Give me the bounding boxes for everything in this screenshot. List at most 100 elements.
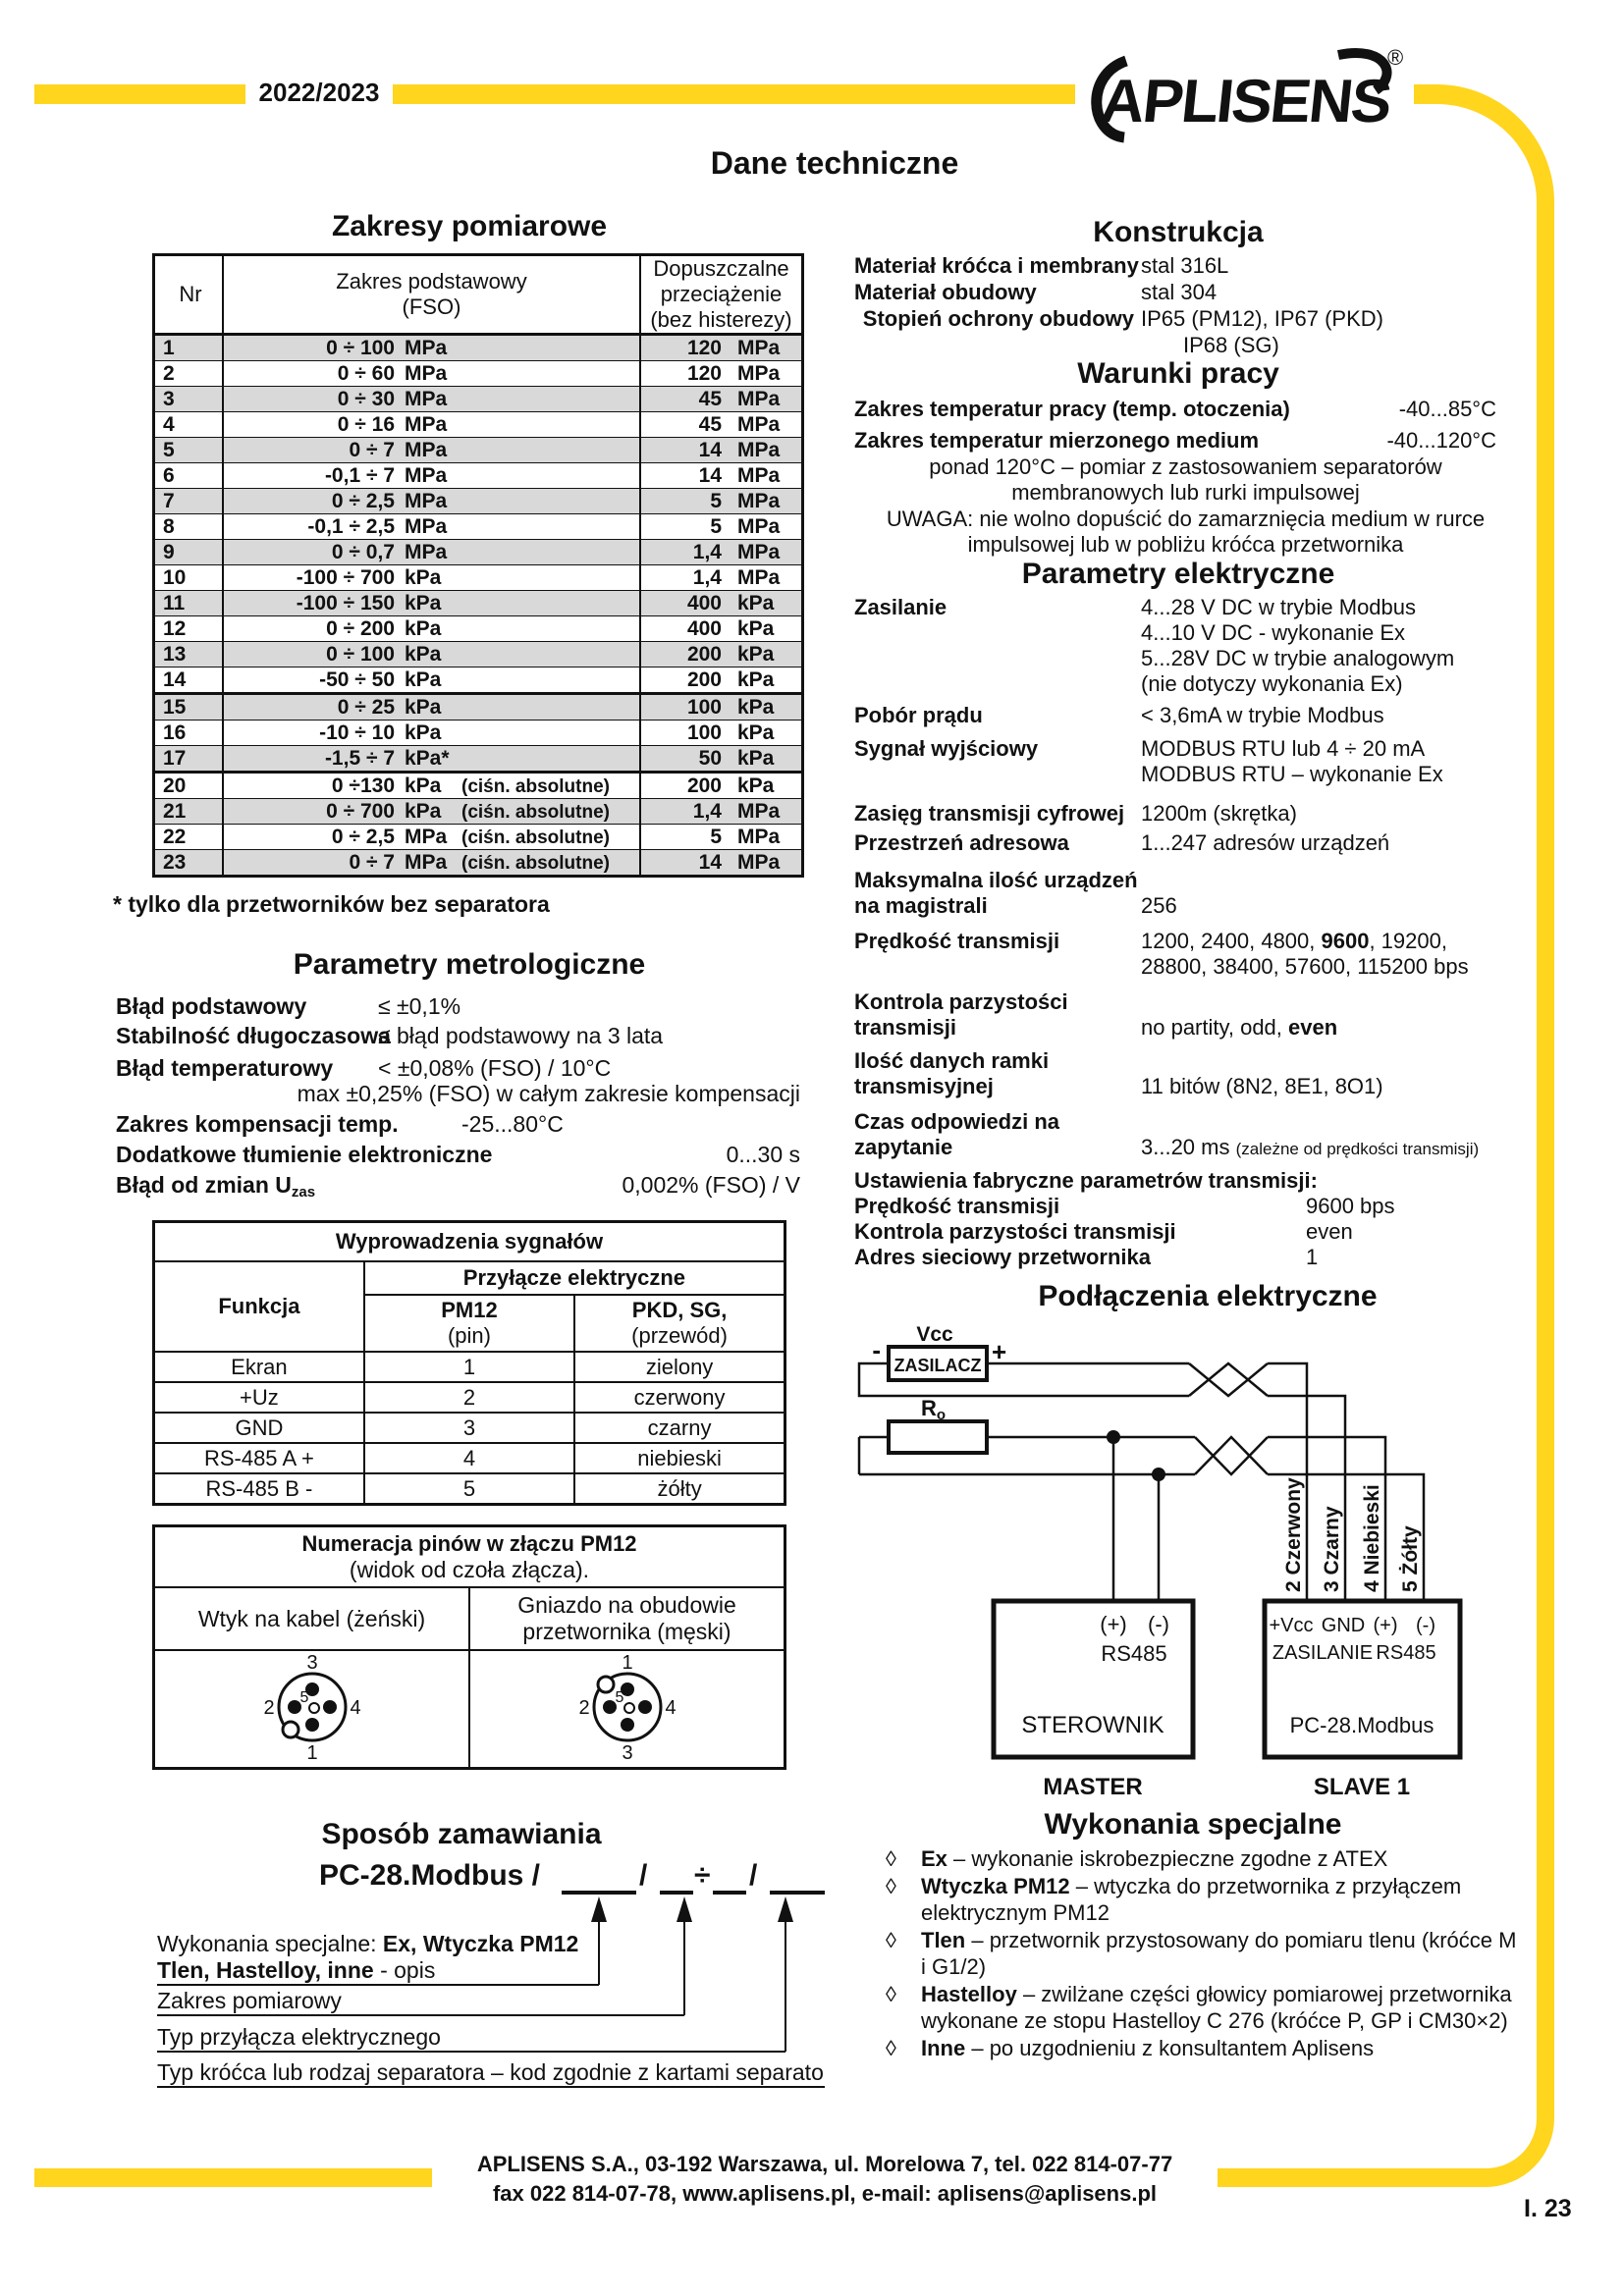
value-blad-temperaturowy: < ±0,08% (FSO) / 10°C	[378, 1055, 612, 1081]
label-czas-1: Czas odpowiedzi na	[854, 1109, 1060, 1134]
slave-plus: (+)	[1374, 1615, 1398, 1636]
cell-wire-color: czarny	[573, 1412, 786, 1444]
label-ustawienia-fabryczne: Ustawienia fabryczne parametrów transmis…	[854, 1168, 1318, 1193]
vcc-label: Vcc	[916, 1323, 953, 1346]
cell-overload: 400 kPa	[639, 615, 803, 642]
svg-text:4: 4	[350, 1697, 360, 1719]
value-fab-predkosc: 9600 bps	[1306, 1194, 1395, 1218]
diamond-bullet-icon: ◊	[886, 1928, 896, 1952]
value-stabilnosc: ≤ błąd podstawowy na 3 lata	[378, 1023, 664, 1048]
cell-range: -0,1 ÷ 7 MPa	[222, 462, 641, 489]
label-sygnal: Sygnał wyjściowy	[854, 736, 1039, 761]
value-predkosc-1: 1200, 2400, 4800, 9600, 19200,	[1141, 929, 1447, 953]
value-sygnal-2: MODBUS RTU – wykonanie Ex	[1141, 762, 1443, 786]
value-fab-adres: 1	[1306, 1245, 1319, 1269]
label-fab-kontrola: Kontrola parzystości transmisji	[854, 1219, 1176, 1244]
cell-overload: 5 MPa	[639, 824, 803, 850]
col-range-line2: (FSO)	[402, 294, 461, 319]
ordering-diagram: Sposób zamawiania PC-28.Modbus / / ÷ / /…	[157, 1818, 825, 2088]
label-predkosc: Prędkość transmisji	[854, 929, 1060, 953]
cell-range: 0 ÷ 2,5 MPa	[222, 488, 641, 514]
value-przestrzen: 1...247 adresów urządzeń	[1141, 830, 1390, 855]
master-name: STEROWNIK	[1021, 1712, 1164, 1738]
cell-range: 0 ÷ 100 kPa	[222, 641, 641, 667]
label-fab-adres: Adres sieciowy przetwornika	[854, 1245, 1151, 1269]
cell-overload: 1,4 MPa	[639, 539, 803, 565]
logo-text: APLISENS	[1098, 68, 1394, 135]
cell-nr: 17	[153, 745, 224, 773]
label-pobor-pradu: Pobór prądu	[854, 703, 983, 727]
cell-range: 0 ÷ 30 MPa	[222, 386, 641, 412]
wire-label-3-czarny: 3 Czarny	[1321, 1506, 1343, 1592]
table-row: 17 -1,5 ÷ 7 kPa* 50 kPa	[153, 745, 803, 773]
section-parametry-elektryczne: Parametry elektryczne	[1021, 558, 1335, 590]
col-wtyk: Wtyk na kabel (żeński)	[152, 1586, 470, 1651]
value-czas-note: (zależne od prędkości transmisji)	[1235, 1140, 1480, 1158]
cell-overload: 400 kPa	[639, 590, 803, 616]
col-range: Zakres podstawowy (FSO)	[222, 254, 641, 336]
cell-funkcja: +Uz	[152, 1381, 365, 1414]
registered-mark: ®	[1387, 45, 1403, 70]
cell-pin: 4	[362, 1442, 576, 1474]
cell-range: 0 ÷ 7 MPa (ciśn. absolutne)	[222, 849, 641, 877]
signal-row: Ekran 1 zielony	[152, 1351, 786, 1383]
label-blad-uzas: Błąd od zmian Uzas	[116, 1172, 316, 1201]
value-zakres-kompensacji: -25...80°C	[461, 1111, 564, 1137]
ordering-label-1a: Wykonania specjalne: Ex, Wtyczka PM12	[157, 1931, 578, 1956]
diamond-bullet-icon: ◊	[886, 1982, 896, 2006]
table-row: 13 0 ÷ 100 kPa 200 kPa	[153, 641, 803, 667]
value-czas: 3...20 ms (zależne od prędkości transmis…	[1141, 1135, 1480, 1159]
warning-line1: UWAGA: nie wolno dopuścić do zamarznięci…	[886, 507, 1486, 531]
code-slash-1: /	[639, 1859, 648, 1892]
master-caption: MASTER	[1043, 1774, 1142, 1800]
note-ponad-120: ponad 120°C – pomiar z zastosowaniem sep…	[929, 454, 1442, 479]
value-zasilanie-2: 4...10 V DC - wykonanie Ex	[1141, 620, 1406, 645]
aplisens-logo: APLISENS ®	[1075, 31, 1414, 157]
cell-range: -50 ÷ 50 kPa	[222, 667, 641, 694]
label-zasieg: Zasięg transmisji cyfrowej	[854, 801, 1125, 826]
aplisens-logo-icon: APLISENS ®	[1091, 45, 1403, 143]
cell-nr: 20	[153, 771, 224, 799]
warning-line2: impulsowej lub w pobliżu króćca przetwor…	[967, 532, 1404, 557]
slave-name: PC-28.Modbus	[1290, 1713, 1435, 1737]
label-zasilanie: Zasilanie	[854, 595, 947, 619]
cell-nr: 12	[153, 615, 224, 642]
cell-overload: 5 MPa	[639, 488, 803, 514]
cell-nr: 11	[153, 590, 224, 616]
value-kontrola: no partity, odd, even	[1141, 1015, 1338, 1040]
value-zasilanie-4: (nie dotyczy wykonania Ex)	[1141, 671, 1403, 696]
cell-funkcja: Ekran	[152, 1351, 365, 1383]
label-kontrola-2: transmisji	[854, 1015, 956, 1040]
svg-text:1: 1	[306, 1742, 317, 1761]
arrow-up-icon	[677, 1896, 692, 1922]
cell-nr: 9	[153, 539, 224, 565]
note-membranowych: membranowych lub rurki impulsowej	[1011, 480, 1360, 505]
col-gniazdo: Gniazdo na obudowie przetwornika (męski)	[468, 1586, 786, 1651]
list-item: ◊ Inne – po uzgodnieniu z konsultantem A…	[886, 2036, 1375, 2060]
table-row: 16 -10 ÷ 10 kPa 100 kPa	[153, 720, 803, 746]
cell-nr: 23	[153, 849, 224, 877]
ordering-label-3: Typ przyłącza elektrycznego	[157, 2024, 441, 2050]
wire-label-2-czerwony: 2 Czerwony	[1282, 1477, 1305, 1592]
value-blad-temp-cont: max ±0,25% (FSO) w całym zakresie kompen…	[297, 1081, 800, 1106]
code-divide: ÷	[694, 1859, 710, 1892]
cell-nr: 7	[153, 488, 224, 514]
col-przylacze: Przyłącze elektryczne	[362, 1260, 786, 1296]
diamond-bullet-icon: ◊	[886, 1846, 896, 1871]
value-zasilanie-1: 4...28 V DC w trybie Modbus	[1141, 595, 1417, 619]
label-temp-medium: Zakres temperatur mierzonego medium	[854, 428, 1260, 453]
cell-range: 0 ÷130 kPa (ciśn. absolutne)	[222, 771, 641, 799]
table-footnote: * tylko dla przetworników bez separatora	[113, 891, 550, 917]
svg-text:5: 5	[615, 1689, 623, 1706]
value-stopien-ochrony-cont: IP68 (SG)	[1183, 333, 1279, 357]
label-przestrzen: Przestrzeń adresowa	[854, 830, 1069, 855]
cell-wire-color: zielony	[573, 1351, 786, 1383]
special-versions-list: ◊ Ex – wykonanie iskrobezpieczne zgodne …	[882, 1845, 1518, 2062]
ordering-label-2: Zakres pomiarowy	[157, 1988, 342, 2013]
cell-nr: 13	[153, 641, 224, 667]
cell-wire-color: żółty	[573, 1472, 786, 1506]
value-stopien-ochrony: IP65 (PM12), IP67 (PKD)	[1141, 306, 1383, 331]
cell-range: 0 ÷ 200 kPa	[222, 615, 641, 642]
wiring-diagram: Vcc ZASILACZ - + Ro (+) (-) RS485 STEROW…	[857, 1323, 1463, 1800]
female-connector-cell: 3 2 4 1 5	[152, 1649, 470, 1770]
